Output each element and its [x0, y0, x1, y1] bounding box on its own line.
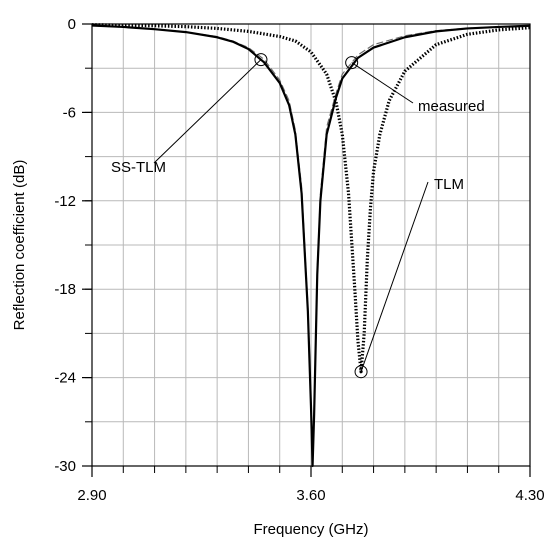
annotation-label-measured: measured [418, 98, 485, 115]
y-tick-label: -30 [54, 458, 76, 475]
y-axis-label: Reflection coefficient (dB) [11, 160, 28, 331]
annotation-marker-ss-tlm [254, 53, 268, 67]
annotation-marker-tlm [354, 365, 368, 379]
annotation-layer: SS-TLM measured TLM [111, 53, 485, 379]
annotation-marker-measured [345, 56, 359, 70]
annotation-label-ss-tlm: SS-TLM [111, 159, 166, 176]
y-tick-label: -24 [54, 370, 76, 387]
x-tick-label: 4.30 [515, 487, 544, 504]
annotation-leader-measured [351, 62, 414, 104]
annotation-leader-ss-tlm [153, 59, 262, 164]
series-layer [91, 23, 531, 468]
y-tick-label: -18 [54, 281, 76, 298]
major-ticks [82, 23, 531, 477]
minor-ticks [85, 23, 531, 473]
x-tick-label: 2.90 [77, 487, 106, 504]
y-tick-label: -12 [54, 193, 76, 210]
series-line-ss-tlm [91, 24, 531, 468]
x-tick-label: 3.60 [296, 487, 325, 504]
series-line-tlm [91, 23, 531, 374]
x-axis-label: Frequency (GHz) [253, 521, 368, 538]
annotation-label-tlm: TLM [434, 176, 464, 193]
y-tick-label: 0 [68, 16, 76, 33]
annotation-leader-tlm [360, 181, 429, 372]
y-tick-label: -6 [63, 104, 76, 121]
tick-labels: 0 -6 -12 -18 -24 -302.90 3.60 4.30 [54, 16, 544, 504]
